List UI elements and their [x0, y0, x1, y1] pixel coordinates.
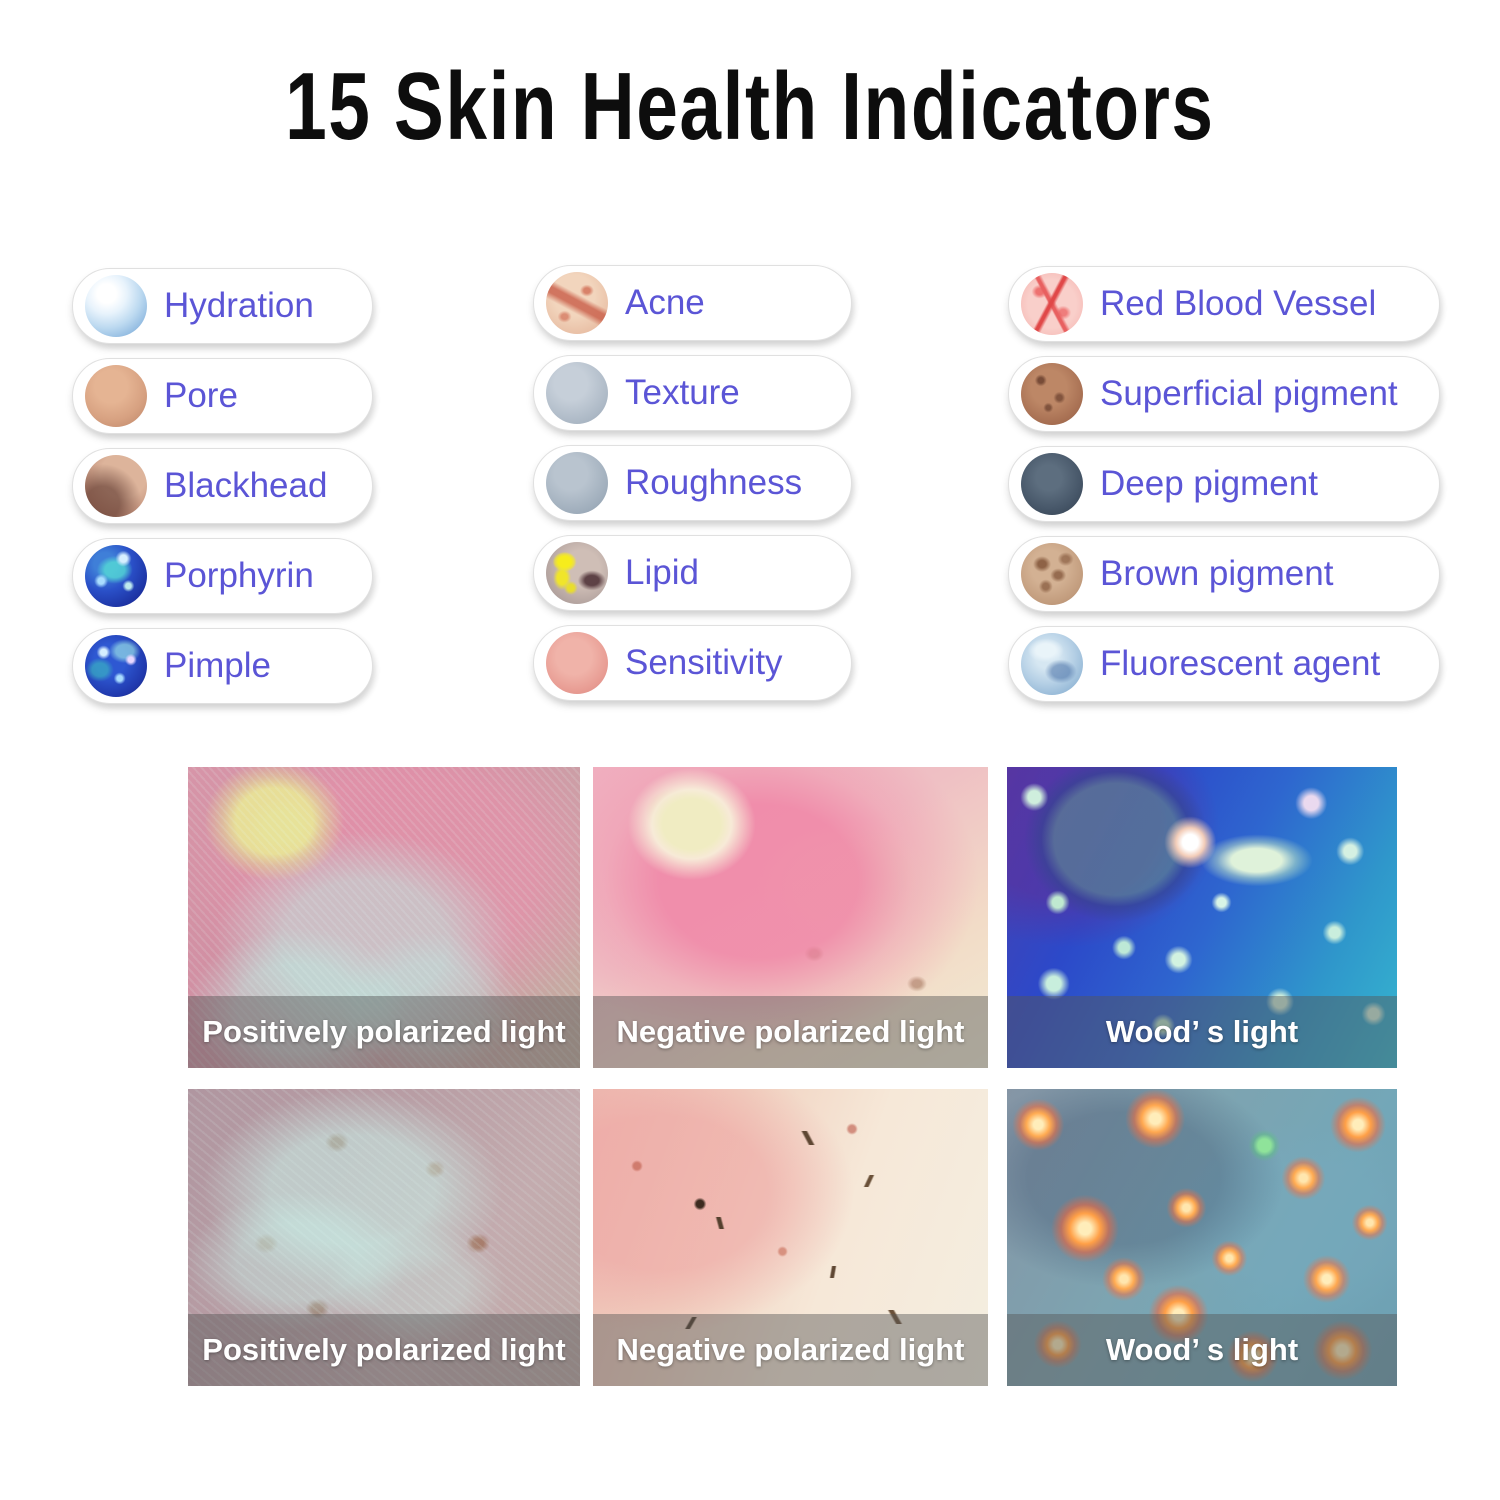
skin-photo-woods-light-row2: Wood’ s light	[1007, 1089, 1397, 1386]
sensitivity-sample-icon	[546, 632, 608, 694]
skin-photo-positively-polarized-row1: Positively polarized light	[188, 767, 580, 1068]
indicator-label-acne: Acne	[625, 283, 705, 322]
indicator-pill-fluorescent-agent: Fluorescent agent	[1008, 626, 1440, 702]
indicator-label-deep-pigment: Deep pigment	[1100, 464, 1318, 503]
indicator-label-blackhead: Blackhead	[164, 466, 328, 505]
indicator-label-hydration: Hydration	[164, 286, 314, 325]
indicator-pill-blackhead: Blackhead	[72, 448, 373, 524]
indicator-pill-roughness: Roughness	[533, 445, 852, 521]
porphyrin-sample-icon	[85, 545, 147, 607]
photo-caption: Negative polarized light	[593, 996, 988, 1068]
indicator-label-red-blood-vessel: Red Blood Vessel	[1100, 284, 1377, 323]
photo-caption: Positively polarized light	[188, 996, 580, 1068]
indicator-pill-deep-pigment: Deep pigment	[1008, 446, 1440, 522]
indicator-pill-superficial-pigment: Superficial pigment	[1008, 356, 1440, 432]
pore-sample-icon	[85, 365, 147, 427]
skin-photo-positively-polarized-row2: Positively polarized light	[188, 1089, 580, 1386]
indicator-label-roughness: Roughness	[625, 463, 803, 502]
indicator-label-texture: Texture	[625, 373, 740, 412]
blackhead-sample-icon	[85, 455, 147, 517]
indicator-pill-porphyrin: Porphyrin	[72, 538, 373, 614]
indicator-pill-red-blood-vessel: Red Blood Vessel	[1008, 266, 1440, 342]
indicator-pill-pimple: Pimple	[72, 628, 373, 704]
indicator-label-fluorescent-agent: Fluorescent agent	[1100, 644, 1381, 683]
acne-sample-icon	[546, 272, 608, 334]
indicator-pill-acne: Acne	[533, 265, 852, 341]
indicator-pill-sensitivity: Sensitivity	[533, 625, 852, 701]
indicator-label-sensitivity: Sensitivity	[625, 643, 783, 682]
indicator-pill-pore: Pore	[72, 358, 373, 434]
pimple-sample-icon	[85, 635, 147, 697]
page-title: 15 Skin Health Indicators	[0, 52, 1500, 162]
skin-photo-woods-light-row1: Wood’ s light	[1007, 767, 1397, 1068]
hydration-sample-icon	[85, 275, 147, 337]
superficial-pigment-sample-icon	[1021, 363, 1083, 425]
indicator-label-lipid: Lipid	[625, 553, 699, 592]
indicator-label-pore: Pore	[164, 376, 238, 415]
indicator-label-brown-pigment: Brown pigment	[1100, 554, 1334, 593]
indicator-column-1: Hydration Pore Blackhead Porphyrin Pimpl…	[72, 268, 373, 704]
indicator-label-superficial-pigment: Superficial pigment	[1100, 374, 1398, 413]
indicator-pill-texture: Texture	[533, 355, 852, 431]
lipid-sample-icon	[546, 542, 608, 604]
indicator-pill-hydration: Hydration	[72, 268, 373, 344]
skin-photo-negative-polarized-row1: Negative polarized light	[593, 767, 988, 1068]
brown-pigment-sample-icon	[1021, 543, 1083, 605]
indicator-label-porphyrin: Porphyrin	[164, 556, 314, 595]
indicator-pill-brown-pigment: Brown pigment	[1008, 536, 1440, 612]
roughness-sample-icon	[546, 452, 608, 514]
indicator-label-pimple: Pimple	[164, 646, 271, 685]
skin-photo-negative-polarized-row2: Negative polarized light	[593, 1089, 988, 1386]
fluorescent-agent-sample-icon	[1021, 633, 1083, 695]
texture-sample-icon	[546, 362, 608, 424]
photo-caption: Wood’ s light	[1007, 1314, 1397, 1386]
photo-caption: Negative polarized light	[593, 1314, 988, 1386]
page-title-text: 15 Skin Health Indicators	[285, 53, 1215, 160]
indicator-column-2: Acne Texture Roughness Lipid Sensitivity	[533, 265, 852, 701]
indicator-column-3: Red Blood Vessel Superficial pigment Dee…	[1008, 266, 1440, 702]
red-blood-vessel-sample-icon	[1021, 273, 1083, 335]
deep-pigment-sample-icon	[1021, 453, 1083, 515]
photo-caption: Wood’ s light	[1007, 996, 1397, 1068]
indicator-pill-lipid: Lipid	[533, 535, 852, 611]
photo-caption: Positively polarized light	[188, 1314, 580, 1386]
